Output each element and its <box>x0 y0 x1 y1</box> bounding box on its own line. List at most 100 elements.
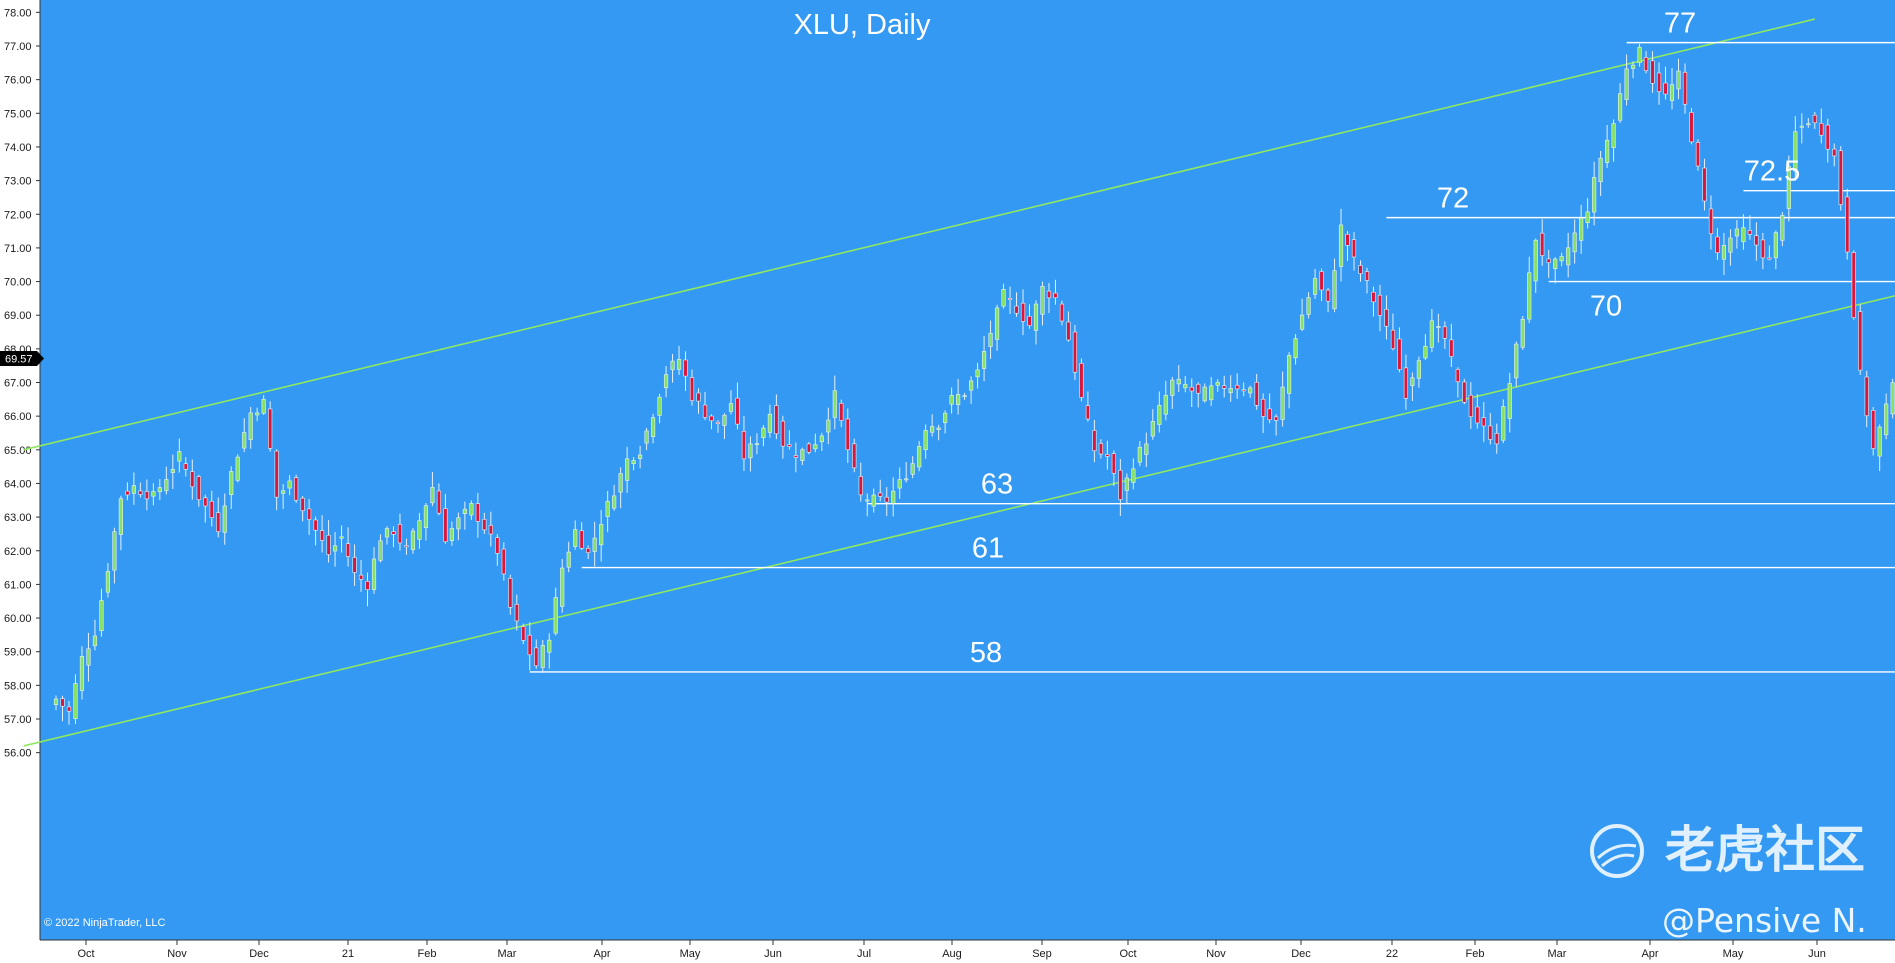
chart-title: XLU, Daily <box>794 9 931 41</box>
candle-up <box>1332 270 1337 310</box>
candle-down <box>196 476 201 500</box>
candle-down <box>1494 433 1499 445</box>
candle-up <box>1215 381 1220 386</box>
candle-down <box>1689 112 1694 143</box>
candle-up <box>625 458 630 481</box>
candle-down <box>1708 208 1714 235</box>
candle-up <box>1793 131 1798 172</box>
candle-up <box>1312 278 1318 295</box>
candle-down <box>1085 405 1091 420</box>
candle-down <box>294 477 299 501</box>
candle-up <box>1572 232 1577 253</box>
candle-up <box>865 499 870 502</box>
candle-up <box>105 571 111 593</box>
candle-down <box>839 403 844 421</box>
candle-up <box>1299 314 1305 330</box>
candle-down <box>1695 142 1701 167</box>
candle-down <box>1118 469 1123 500</box>
candle-down <box>1455 369 1460 383</box>
candle-up <box>1728 237 1733 253</box>
candle-down <box>1832 148 1837 157</box>
candle-down <box>190 471 195 488</box>
candle-down <box>1072 331 1078 373</box>
candle-down <box>845 418 850 451</box>
candle-up <box>1592 177 1597 213</box>
candle-down <box>1111 453 1116 474</box>
candle-down <box>1403 367 1409 399</box>
candle-up <box>261 398 266 414</box>
candle-up <box>1287 355 1292 394</box>
candle-up <box>1429 320 1434 348</box>
candle-up <box>663 374 669 389</box>
trendlines <box>23 18 1895 747</box>
x-tick-label: May <box>1723 948 1744 960</box>
candle-up <box>722 414 727 426</box>
candle-up <box>1734 228 1740 237</box>
x-tick-label: Apr <box>593 948 610 960</box>
candle-up <box>281 490 286 494</box>
candle-down <box>1656 72 1662 92</box>
candle-up <box>157 487 162 493</box>
candle-down <box>365 581 370 590</box>
y-tick-label: 57.00 <box>4 714 32 726</box>
y-tick-label: 67.00 <box>4 378 32 390</box>
current-price-label: 69.57 <box>5 354 33 366</box>
y-tick-label: 74.00 <box>4 142 32 154</box>
candle-up <box>99 600 104 632</box>
candle-down <box>1462 381 1467 403</box>
candle-down <box>508 578 513 608</box>
candle-up <box>242 432 247 449</box>
candle-down <box>1682 71 1688 105</box>
candle-up <box>456 517 461 530</box>
candle-up <box>1514 343 1519 379</box>
candle-down <box>579 530 584 549</box>
candle-up <box>1183 384 1188 389</box>
candle-down <box>209 501 214 518</box>
candle-down <box>358 574 364 580</box>
candle-down <box>1222 385 1227 389</box>
candle-down <box>1189 386 1194 392</box>
candle-up <box>1176 378 1181 385</box>
candle-down <box>1267 408 1272 421</box>
x-tick-label: Mar <box>498 948 517 960</box>
candle-up <box>131 485 136 494</box>
candle-up <box>754 443 760 446</box>
candle-down <box>352 557 357 573</box>
x-tick-label: Jun <box>764 948 782 960</box>
candle-down <box>1274 416 1279 421</box>
candle-up <box>1611 123 1616 148</box>
candle-down <box>1390 329 1396 349</box>
candle-down <box>1397 338 1402 370</box>
x-tick-label: 22 <box>1386 948 1398 960</box>
candle-down <box>1358 265 1363 274</box>
y-tick-label: 77.00 <box>4 41 32 53</box>
y-tick-label: 78.00 <box>4 7 32 19</box>
candle-up <box>1040 285 1045 315</box>
level-label-63: 63 <box>981 469 1013 501</box>
x-tick-label: Feb <box>1466 948 1485 960</box>
candle-up <box>1527 272 1532 320</box>
candle-down <box>1066 321 1071 341</box>
x-tick-label: Nov <box>1206 948 1226 960</box>
candle-down <box>586 548 591 554</box>
candlesticks <box>53 43 1895 725</box>
candle-up <box>287 480 292 489</box>
candle-up <box>1806 123 1811 126</box>
candle-up <box>1579 217 1584 241</box>
candle-down <box>1715 236 1720 253</box>
candle-up <box>1617 93 1623 121</box>
candle-down <box>1851 252 1856 318</box>
x-tick-label: Nov <box>167 948 187 960</box>
candle-up <box>923 430 928 451</box>
candle-down <box>1871 410 1876 449</box>
x-tick-label: Apr <box>1641 948 1658 960</box>
candle-down <box>313 519 318 531</box>
candle-down <box>1261 398 1266 417</box>
candle-up <box>371 558 377 590</box>
candle-down <box>702 404 708 418</box>
candle-up <box>1877 426 1882 457</box>
candle-down <box>735 397 740 425</box>
candle-down <box>852 443 857 469</box>
candle-down <box>436 490 442 514</box>
candle-up <box>891 490 896 504</box>
